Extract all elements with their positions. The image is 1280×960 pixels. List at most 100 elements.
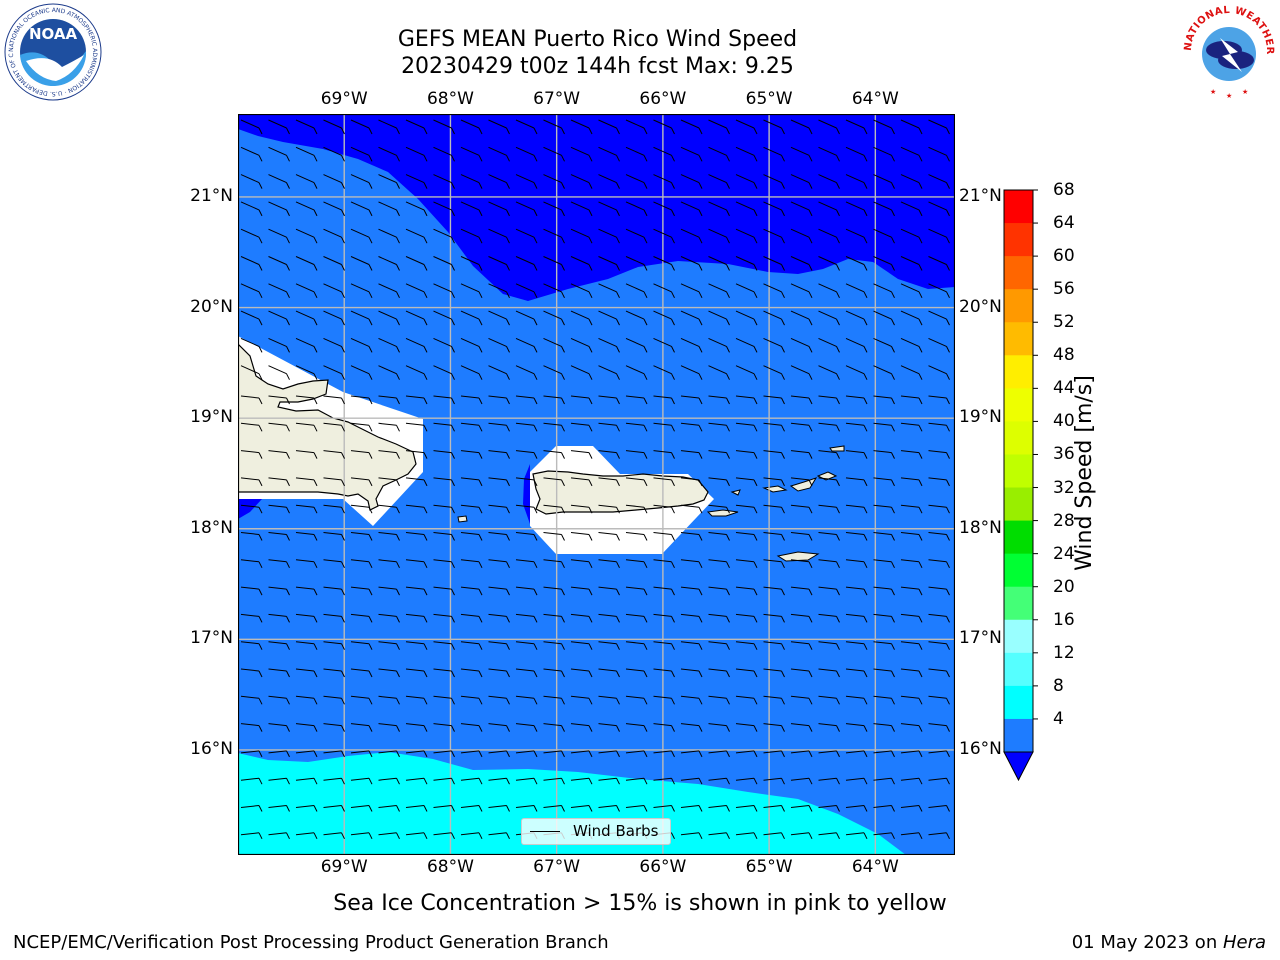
- st-croix-island: [776, 551, 820, 562]
- wind-barb: [818, 668, 840, 678]
- wind-barb: [378, 641, 400, 650]
- wind-barb: [378, 174, 400, 189]
- wind-barb: [570, 201, 593, 217]
- footer-host: Hera: [1222, 932, 1266, 953]
- wind-barb: [900, 668, 923, 678]
- wind-barb: [900, 641, 923, 650]
- wind-barb: [928, 365, 950, 380]
- colorbar-tick-label: 44: [1053, 378, 1075, 399]
- wind-barb: [350, 832, 373, 840]
- wind-barb: [845, 228, 868, 244]
- wind-barb: [900, 228, 923, 244]
- wind-barb: [488, 777, 510, 785]
- wind-barb: [405, 337, 428, 353]
- wind-barb: [928, 201, 950, 217]
- wind-barb: [680, 119, 703, 135]
- wind-barb: [900, 750, 923, 758]
- wind-barb: [433, 477, 455, 487]
- wind-barb: [378, 695, 400, 705]
- wind-barb: [790, 174, 813, 189]
- wind-barb: [323, 337, 345, 353]
- wind-barb: [735, 365, 758, 380]
- wind-barb: [625, 365, 648, 380]
- wind-barb: [680, 750, 703, 758]
- wind-barb: [928, 805, 950, 812]
- wind-barb: [295, 750, 318, 758]
- wind-barb: [433, 613, 455, 623]
- wind-barb: [928, 310, 950, 326]
- wind-barb: [680, 641, 703, 650]
- wind-barb: [790, 477, 813, 487]
- wind-barb: [873, 174, 895, 189]
- wind-barb: [488, 201, 510, 217]
- wind-barb: [515, 559, 538, 569]
- wind-barb: [488, 750, 510, 758]
- wind-barb: [900, 532, 923, 541]
- wind-barb: [680, 504, 703, 514]
- wind-barb: [598, 337, 620, 353]
- lat-tick-label-right: 21°N: [959, 185, 1002, 206]
- wind-barb: [460, 695, 483, 705]
- wind-barb: [543, 146, 565, 162]
- wind-barb: [625, 337, 648, 353]
- wind-barb: [240, 504, 263, 514]
- wind-barb: [405, 256, 428, 271]
- wind-barb: [598, 613, 620, 623]
- wind-barb: [323, 450, 345, 459]
- lat-tick-label-left: 18°N: [190, 517, 233, 538]
- wind-barb: [488, 586, 510, 596]
- wind-barb: [543, 365, 565, 380]
- colorbar-tick-label: 36: [1053, 444, 1075, 465]
- wind-barb: [323, 832, 345, 840]
- wind-barb: [378, 422, 400, 432]
- wind-barb: [543, 283, 565, 299]
- wind-barb: [818, 365, 840, 380]
- wind-barb: [240, 532, 263, 541]
- wind-barb: [873, 422, 895, 432]
- wind-barb: [900, 310, 923, 326]
- wind-barb: [515, 613, 538, 623]
- wind-barb: [515, 586, 538, 596]
- wind-barb: [405, 668, 428, 678]
- wind-barb: [708, 201, 730, 217]
- wind-barb: [790, 256, 813, 271]
- wind-barb: [350, 283, 373, 299]
- colorbar-tick-label: 32: [1053, 477, 1075, 498]
- wind-barb: [845, 337, 868, 353]
- wind-barb: [295, 283, 318, 299]
- wind-barb: [790, 586, 813, 596]
- wind-barb: [405, 504, 428, 514]
- wind-barb: [405, 422, 428, 432]
- wind-barb: [790, 777, 813, 785]
- wind-barb: [598, 119, 620, 135]
- wind-barb: [818, 283, 840, 299]
- wind-barb: [708, 395, 730, 405]
- colorbar-tick-label: 64: [1053, 213, 1075, 234]
- wind-barb: [488, 450, 510, 459]
- wind-barb: [790, 723, 813, 732]
- wind-barb: [433, 337, 455, 353]
- wind-barb: [240, 559, 263, 569]
- wind-barb: [433, 310, 455, 326]
- wind-barb: [433, 283, 455, 299]
- wind-barb: [598, 422, 620, 432]
- wind-barb: [323, 723, 345, 732]
- wind-barb: [323, 283, 345, 299]
- wind-barb: [460, 228, 483, 244]
- wind-barb: [735, 723, 758, 732]
- wind-barb: [543, 477, 565, 487]
- wind-barb: [763, 337, 785, 353]
- wind-barb: [735, 750, 758, 758]
- wind-barb: [763, 395, 785, 405]
- wind-barb: [653, 723, 675, 732]
- wind-barb: [405, 146, 428, 162]
- colorbar-tick-label: 48: [1053, 345, 1075, 366]
- wind-barb: [515, 641, 538, 650]
- wind-barb: [268, 256, 290, 271]
- wind-barb: [460, 723, 483, 732]
- wind-barb: [598, 174, 620, 189]
- wind-barb: [790, 532, 813, 541]
- wind-barb: [928, 559, 950, 569]
- wind-barb: [680, 532, 703, 541]
- wind-barb: [928, 228, 950, 244]
